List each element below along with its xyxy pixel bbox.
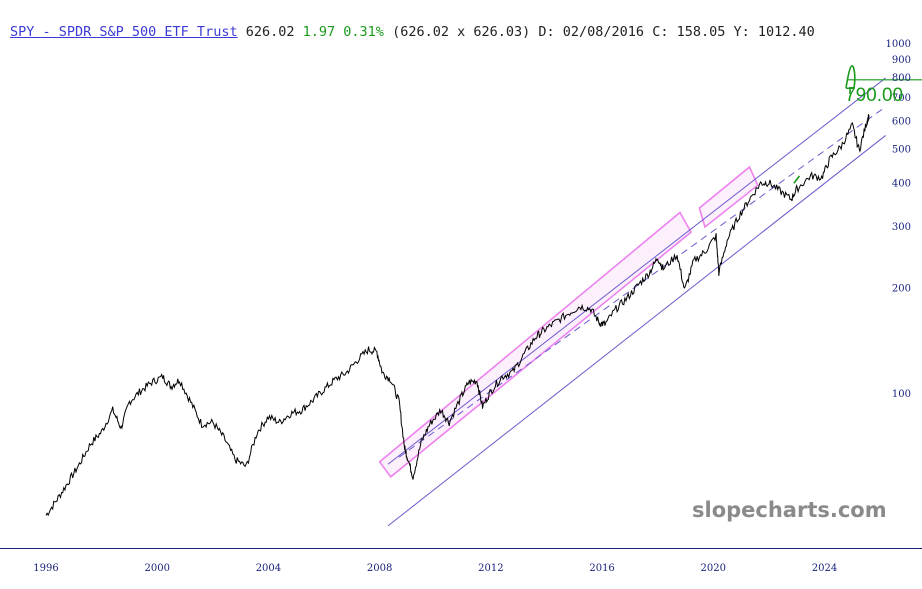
y-tick-label: 900	[892, 55, 911, 66]
x-tick-label: 1996	[33, 563, 58, 574]
cursor-close: C: 158.05	[652, 24, 726, 40]
last-price: 626.02	[245, 24, 295, 40]
channel-line-solid	[387, 135, 886, 527]
x-tick-label: 2016	[589, 563, 614, 574]
x-tick-label: 2008	[367, 563, 392, 574]
cursor-date: D: 02/08/2016	[538, 24, 645, 40]
y-tick-label: 800	[892, 73, 911, 84]
y-tick-label: 100	[892, 389, 911, 400]
y-tick-label: 200	[892, 284, 911, 295]
y-tick-label: 300	[892, 222, 911, 233]
price-change: 1.97	[302, 24, 336, 40]
channel-line-solid	[387, 77, 886, 465]
y-tick-label: 400	[892, 178, 911, 189]
target-start-marker	[793, 175, 801, 184]
symbol-link[interactable]: SPY - SPDR S&P 500 ETF Trust	[10, 24, 238, 40]
x-tick-label: 2000	[144, 563, 169, 574]
price-line	[45, 114, 870, 517]
quote-header: SPY - SPDR S&P 500 ETF Trust 626.02 1.97…	[10, 24, 815, 40]
y-tick-label: 1000	[886, 39, 911, 50]
price-change-pct: 0.31%	[343, 24, 384, 40]
x-tick-label: 2024	[812, 563, 837, 574]
y-tick-label: 600	[892, 117, 911, 128]
y-tick-label: 700	[892, 93, 911, 104]
watermark: slopecharts.com	[692, 498, 887, 522]
x-tick-label: 2020	[701, 563, 726, 574]
x-tick-label: 2004	[256, 563, 281, 574]
highlight-channel	[378, 211, 693, 478]
cursor-y: Y: 1012.40	[733, 24, 815, 40]
highlight-channel	[698, 165, 759, 229]
target-price-label: 790.00	[845, 85, 903, 106]
bid-ask: (626.02 x 626.03)	[392, 24, 531, 40]
y-tick-label: 500	[892, 144, 911, 155]
x-tick-label: 2012	[478, 563, 503, 574]
target-marker	[845, 65, 856, 94]
